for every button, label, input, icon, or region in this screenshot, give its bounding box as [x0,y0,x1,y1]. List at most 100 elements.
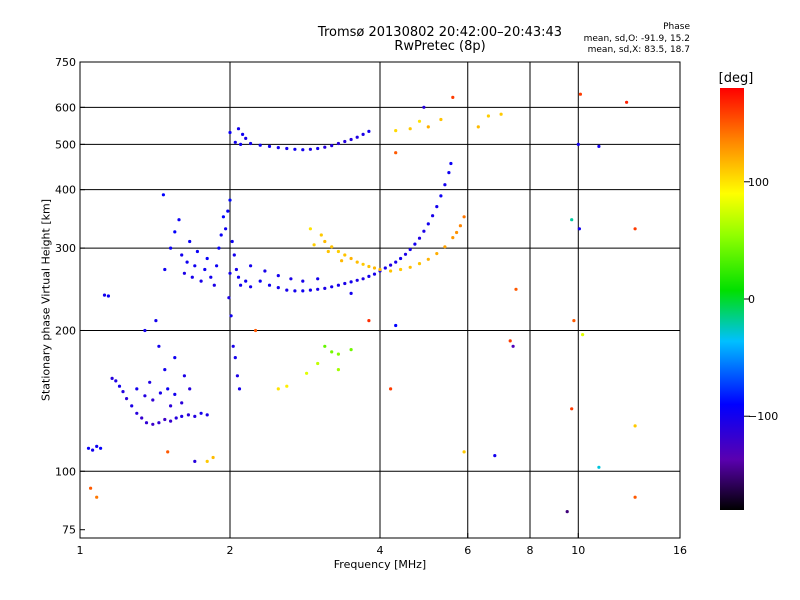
data-point [349,348,353,352]
data-point [578,92,583,96]
data-point [511,344,515,348]
y-axis-ticks: 750 600 500 400 300 200 100 75 [55,56,85,537]
data-points [86,92,637,514]
y-tick-label: 100 [55,465,76,478]
data-point [99,446,103,450]
data-point [394,129,398,133]
data-point [355,278,359,282]
data-point [173,356,177,360]
data-point [399,267,403,272]
data-point [565,510,569,514]
data-point [417,262,422,266]
data-point [121,390,125,394]
data-point [462,215,466,219]
data-point [439,194,443,198]
data-point [581,333,585,337]
data-point [143,394,147,398]
data-point [493,454,497,458]
data-point [169,404,173,408]
data-point [316,287,320,291]
data-point [267,144,272,148]
data-point [224,227,228,231]
data-point [230,239,234,244]
data-point [239,142,243,146]
data-point [293,289,297,293]
data-point [157,421,161,425]
data-point [182,374,186,378]
data-point [451,236,455,240]
colorbar-tick-label: 100 [748,176,769,189]
data-point [316,146,320,151]
data-point [185,260,189,264]
data-point [336,368,340,372]
data-point [219,233,223,237]
data-point [426,222,430,226]
data-point [413,242,417,246]
y-tick-label: 500 [55,138,76,151]
data-point [267,283,272,287]
data-point [343,281,347,286]
data-point [244,279,248,283]
data-point [177,218,181,222]
data-point [633,495,637,499]
data-point [361,132,365,136]
data-point [135,411,139,415]
data-point [221,215,225,219]
data-point [180,414,184,418]
data-point [233,356,237,360]
data-point [102,293,107,297]
data-point [336,249,340,254]
data-point [514,287,518,291]
data-point [312,243,316,247]
data-point [125,397,129,401]
data-point [308,288,312,292]
data-point [408,247,412,252]
data-point [389,263,393,267]
y-tick-label: 400 [55,184,76,197]
data-point [199,279,203,283]
data-point [166,387,170,391]
data-point [447,171,451,175]
x-tick-label: 1 [77,544,84,557]
data-point [285,384,289,388]
data-point [188,239,192,244]
data-point [355,135,359,139]
data-point [367,264,371,269]
data-point [227,296,231,300]
data-point [323,286,327,290]
data-point [237,387,242,391]
data-point [451,95,455,99]
data-point [408,265,412,269]
data-point [199,411,203,415]
data-point [231,344,235,348]
data-point [212,283,216,287]
data-point [330,350,334,354]
data-point [308,227,312,231]
data-point [205,459,209,463]
data-point [633,424,637,428]
data-point [597,465,601,469]
data-point [229,314,233,318]
data-point [263,269,267,273]
data-point [258,143,262,147]
data-point [389,269,393,273]
data-point [130,404,134,408]
data-point [422,229,426,233]
data-point [95,495,99,499]
data-point [336,283,340,287]
data-point [249,264,253,268]
colorbar-label: [deg] [719,71,754,86]
data-point [570,218,574,222]
data-point [625,100,629,104]
data-point [330,245,334,249]
colorbar-ticks: 100 0 −100 [744,176,778,423]
phase-stats-title: Phase [663,22,690,32]
data-point [439,117,443,122]
x-axis-ticks: 1 2 4 6 8 10 16 [77,533,687,557]
data-point [174,416,178,420]
data-point [276,286,280,290]
data-point [236,275,241,279]
data-point [394,323,398,328]
data-point [253,328,258,333]
data-point [140,416,144,420]
